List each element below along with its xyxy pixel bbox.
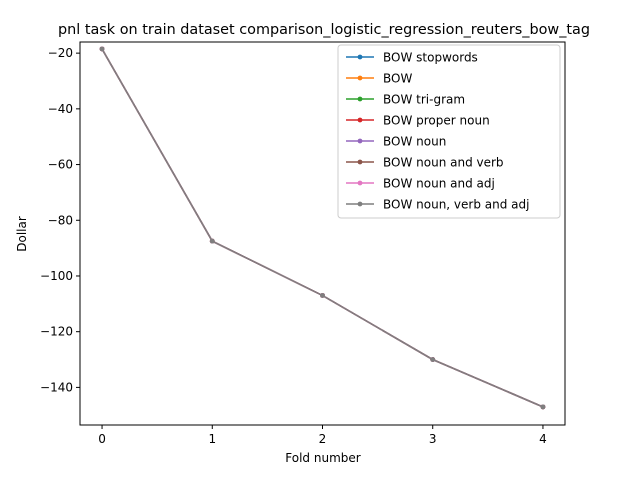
y-tick-label: −40: [48, 102, 73, 116]
legend-item: BOW noun and verb: [346, 156, 504, 170]
legend-label: BOW noun and adj: [383, 177, 495, 191]
legend-swatch-marker: [357, 159, 363, 165]
legend-label: BOW noun, verb and adj: [383, 198, 529, 212]
x-axis-ticks: 0 1 2 3 4: [98, 425, 547, 446]
series-layer: [99, 46, 546, 410]
y-axis-ticks: −20 −40 −60 −80 −100 −120 −140: [40, 46, 80, 394]
x-tick-label: 4: [539, 432, 547, 446]
x-tick-label: 3: [429, 432, 437, 446]
legend-label: BOW noun: [383, 135, 446, 149]
chart-title: pnl task on train dataset comparison_log…: [58, 22, 590, 38]
data-point: [209, 238, 215, 244]
x-tick-label: 2: [319, 432, 327, 446]
legend-swatch-marker: [357, 201, 363, 207]
data-point: [99, 46, 105, 52]
y-tick-label: −120: [40, 325, 73, 339]
y-tick-label: −20: [48, 46, 73, 60]
legend-label: BOW tri-gram: [383, 93, 465, 107]
legend-swatch-marker: [357, 117, 363, 123]
legend-label: BOW proper noun: [383, 114, 490, 128]
data-point: [430, 357, 436, 362]
legend-swatch-marker: [357, 96, 363, 102]
legend-item: BOW proper noun: [346, 114, 490, 128]
legend-item: BOW: [346, 72, 412, 86]
legend-item: BOW noun, verb and adj: [346, 198, 529, 212]
x-axis-label: Fold number: [285, 451, 360, 465]
y-tick-label: −140: [40, 380, 73, 394]
legend-item: BOW tri-gram: [346, 93, 465, 107]
data-point: [320, 293, 325, 298]
x-tick-label: 0: [98, 432, 106, 446]
y-tick-label: −80: [48, 213, 73, 227]
y-tick-label: −60: [48, 158, 73, 172]
legend-label: BOW: [383, 72, 412, 86]
legend-label: BOW noun and verb: [383, 156, 504, 170]
data-point: [540, 404, 546, 410]
legend-swatch-marker: [357, 138, 363, 144]
legend-item: BOW noun: [346, 135, 446, 149]
legend-box: [337, 44, 561, 219]
legend-item: BOW noun and adj: [346, 177, 495, 191]
legend-label: BOW stopwords: [383, 51, 478, 65]
legend: BOW stopwords BOW BOW tri-gram BOW proper n…: [337, 44, 561, 219]
legend-item: BOW stopwords: [346, 51, 478, 65]
y-tick-label: −100: [40, 269, 73, 283]
legend-swatch-marker: [357, 54, 363, 60]
legend-swatch-marker: [357, 75, 363, 81]
legend-swatch-marker: [357, 180, 363, 186]
y-axis-label: Dollar: [15, 216, 29, 252]
x-tick-label: 1: [208, 432, 216, 446]
